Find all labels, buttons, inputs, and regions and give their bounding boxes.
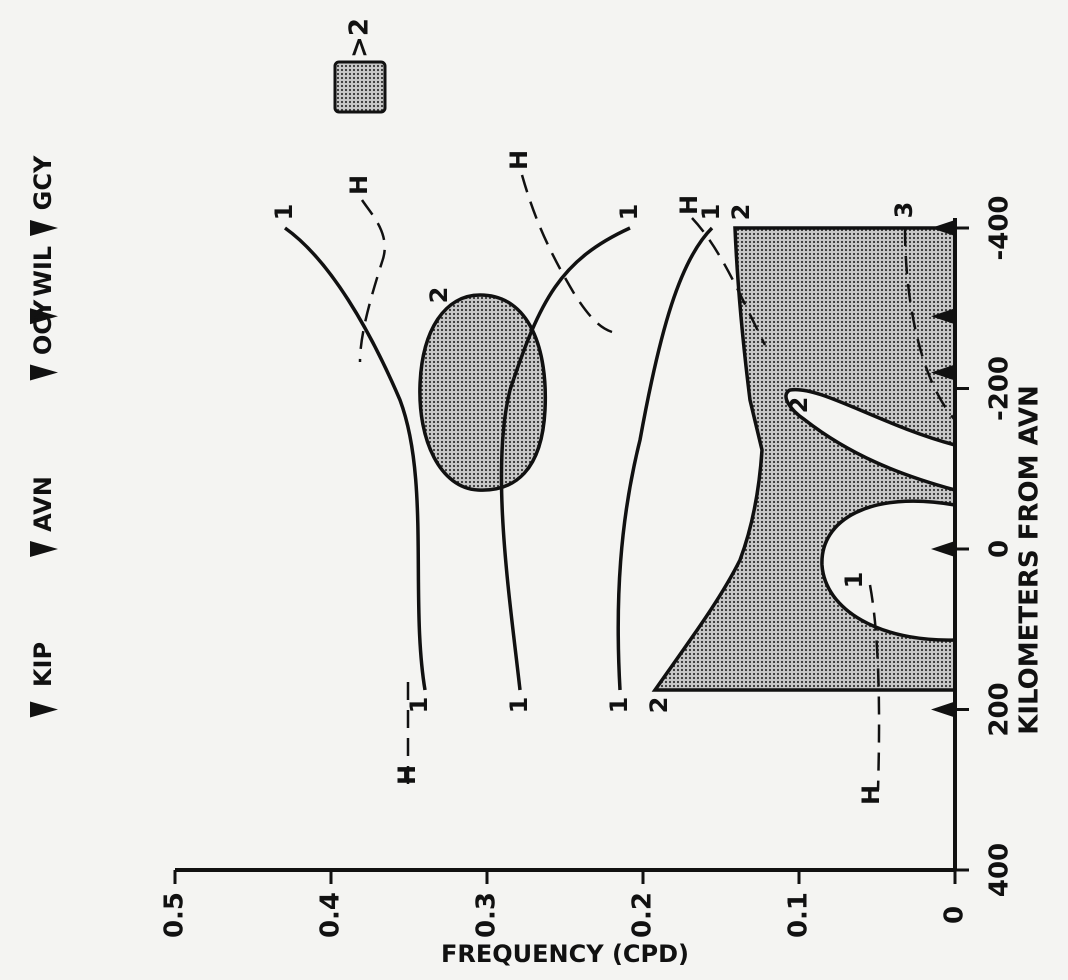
- station-marker: [931, 220, 955, 236]
- contour-label: 2: [727, 204, 755, 221]
- station-marker: [931, 541, 955, 557]
- contour-label: 1: [615, 204, 643, 221]
- y-tick-label: 200: [985, 682, 1015, 736]
- contour-label: 3: [890, 202, 918, 219]
- contour-label: 2: [425, 287, 453, 304]
- station-label: OCY: [29, 299, 57, 355]
- white-oval: [820, 499, 956, 642]
- contour-line: [283, 226, 427, 691]
- contour-dashed: [903, 227, 956, 421]
- contour-label: H: [505, 150, 533, 170]
- contour-line: [616, 226, 714, 691]
- station-arrow: [30, 701, 58, 718]
- contour-label: 2: [645, 697, 673, 714]
- y-tick-label: -200: [985, 356, 1015, 421]
- contour-label: 1: [270, 204, 298, 221]
- contour-dashed: [358, 199, 386, 363]
- legend-swatch: [333, 60, 387, 114]
- x-tick-label: 0.4: [316, 892, 346, 938]
- station-arrow: [30, 220, 58, 236]
- y-tick-label: -400: [985, 195, 1015, 260]
- contour-label: 2: [785, 397, 813, 414]
- station-marker: [931, 364, 955, 381]
- contour-label: 1: [840, 572, 868, 589]
- x-tick-label: 0: [940, 906, 970, 924]
- contour-label: H: [393, 765, 421, 785]
- x-tick-label: 0.1: [784, 892, 814, 938]
- contour-dashed: [520, 174, 613, 334]
- y-tick-label: 0: [985, 540, 1015, 558]
- contour-label: H: [345, 175, 373, 195]
- x-tick-label: 0.2: [628, 892, 658, 938]
- contour-dashed: [691, 217, 767, 346]
- station-label: GCY: [29, 155, 57, 210]
- station-label: KIP: [29, 642, 57, 687]
- y-axis-label: KILOMETERS FROM AVN: [1015, 385, 1045, 735]
- white-tongue: [784, 387, 956, 492]
- contours: [283, 174, 957, 791]
- contour-label: 1: [697, 204, 725, 221]
- station-marker: [931, 701, 955, 718]
- station-arrow: [30, 308, 58, 325]
- x-axis-label: FREQUENCY (CPD): [441, 940, 689, 968]
- contour-label: H: [675, 195, 703, 215]
- station-label: WIL: [29, 246, 57, 297]
- x-tick-label: 0.3: [472, 892, 502, 938]
- station-marker: [931, 308, 955, 325]
- station-arrow: [30, 541, 58, 557]
- station-label: AVN: [29, 476, 57, 532]
- contour-label: H: [857, 785, 885, 805]
- shaded-blob: [418, 293, 548, 492]
- y-tick-label: 400: [985, 843, 1015, 897]
- contour-label: 1: [505, 697, 533, 714]
- station-arrow: [30, 364, 58, 381]
- legend-label: >2: [345, 18, 375, 58]
- contour-label: 1: [405, 697, 433, 714]
- contour-label: 1: [605, 697, 633, 714]
- contour-line: [499, 226, 631, 691]
- contour-dashed: [868, 584, 881, 791]
- x-tick-label: 0.5: [160, 892, 190, 938]
